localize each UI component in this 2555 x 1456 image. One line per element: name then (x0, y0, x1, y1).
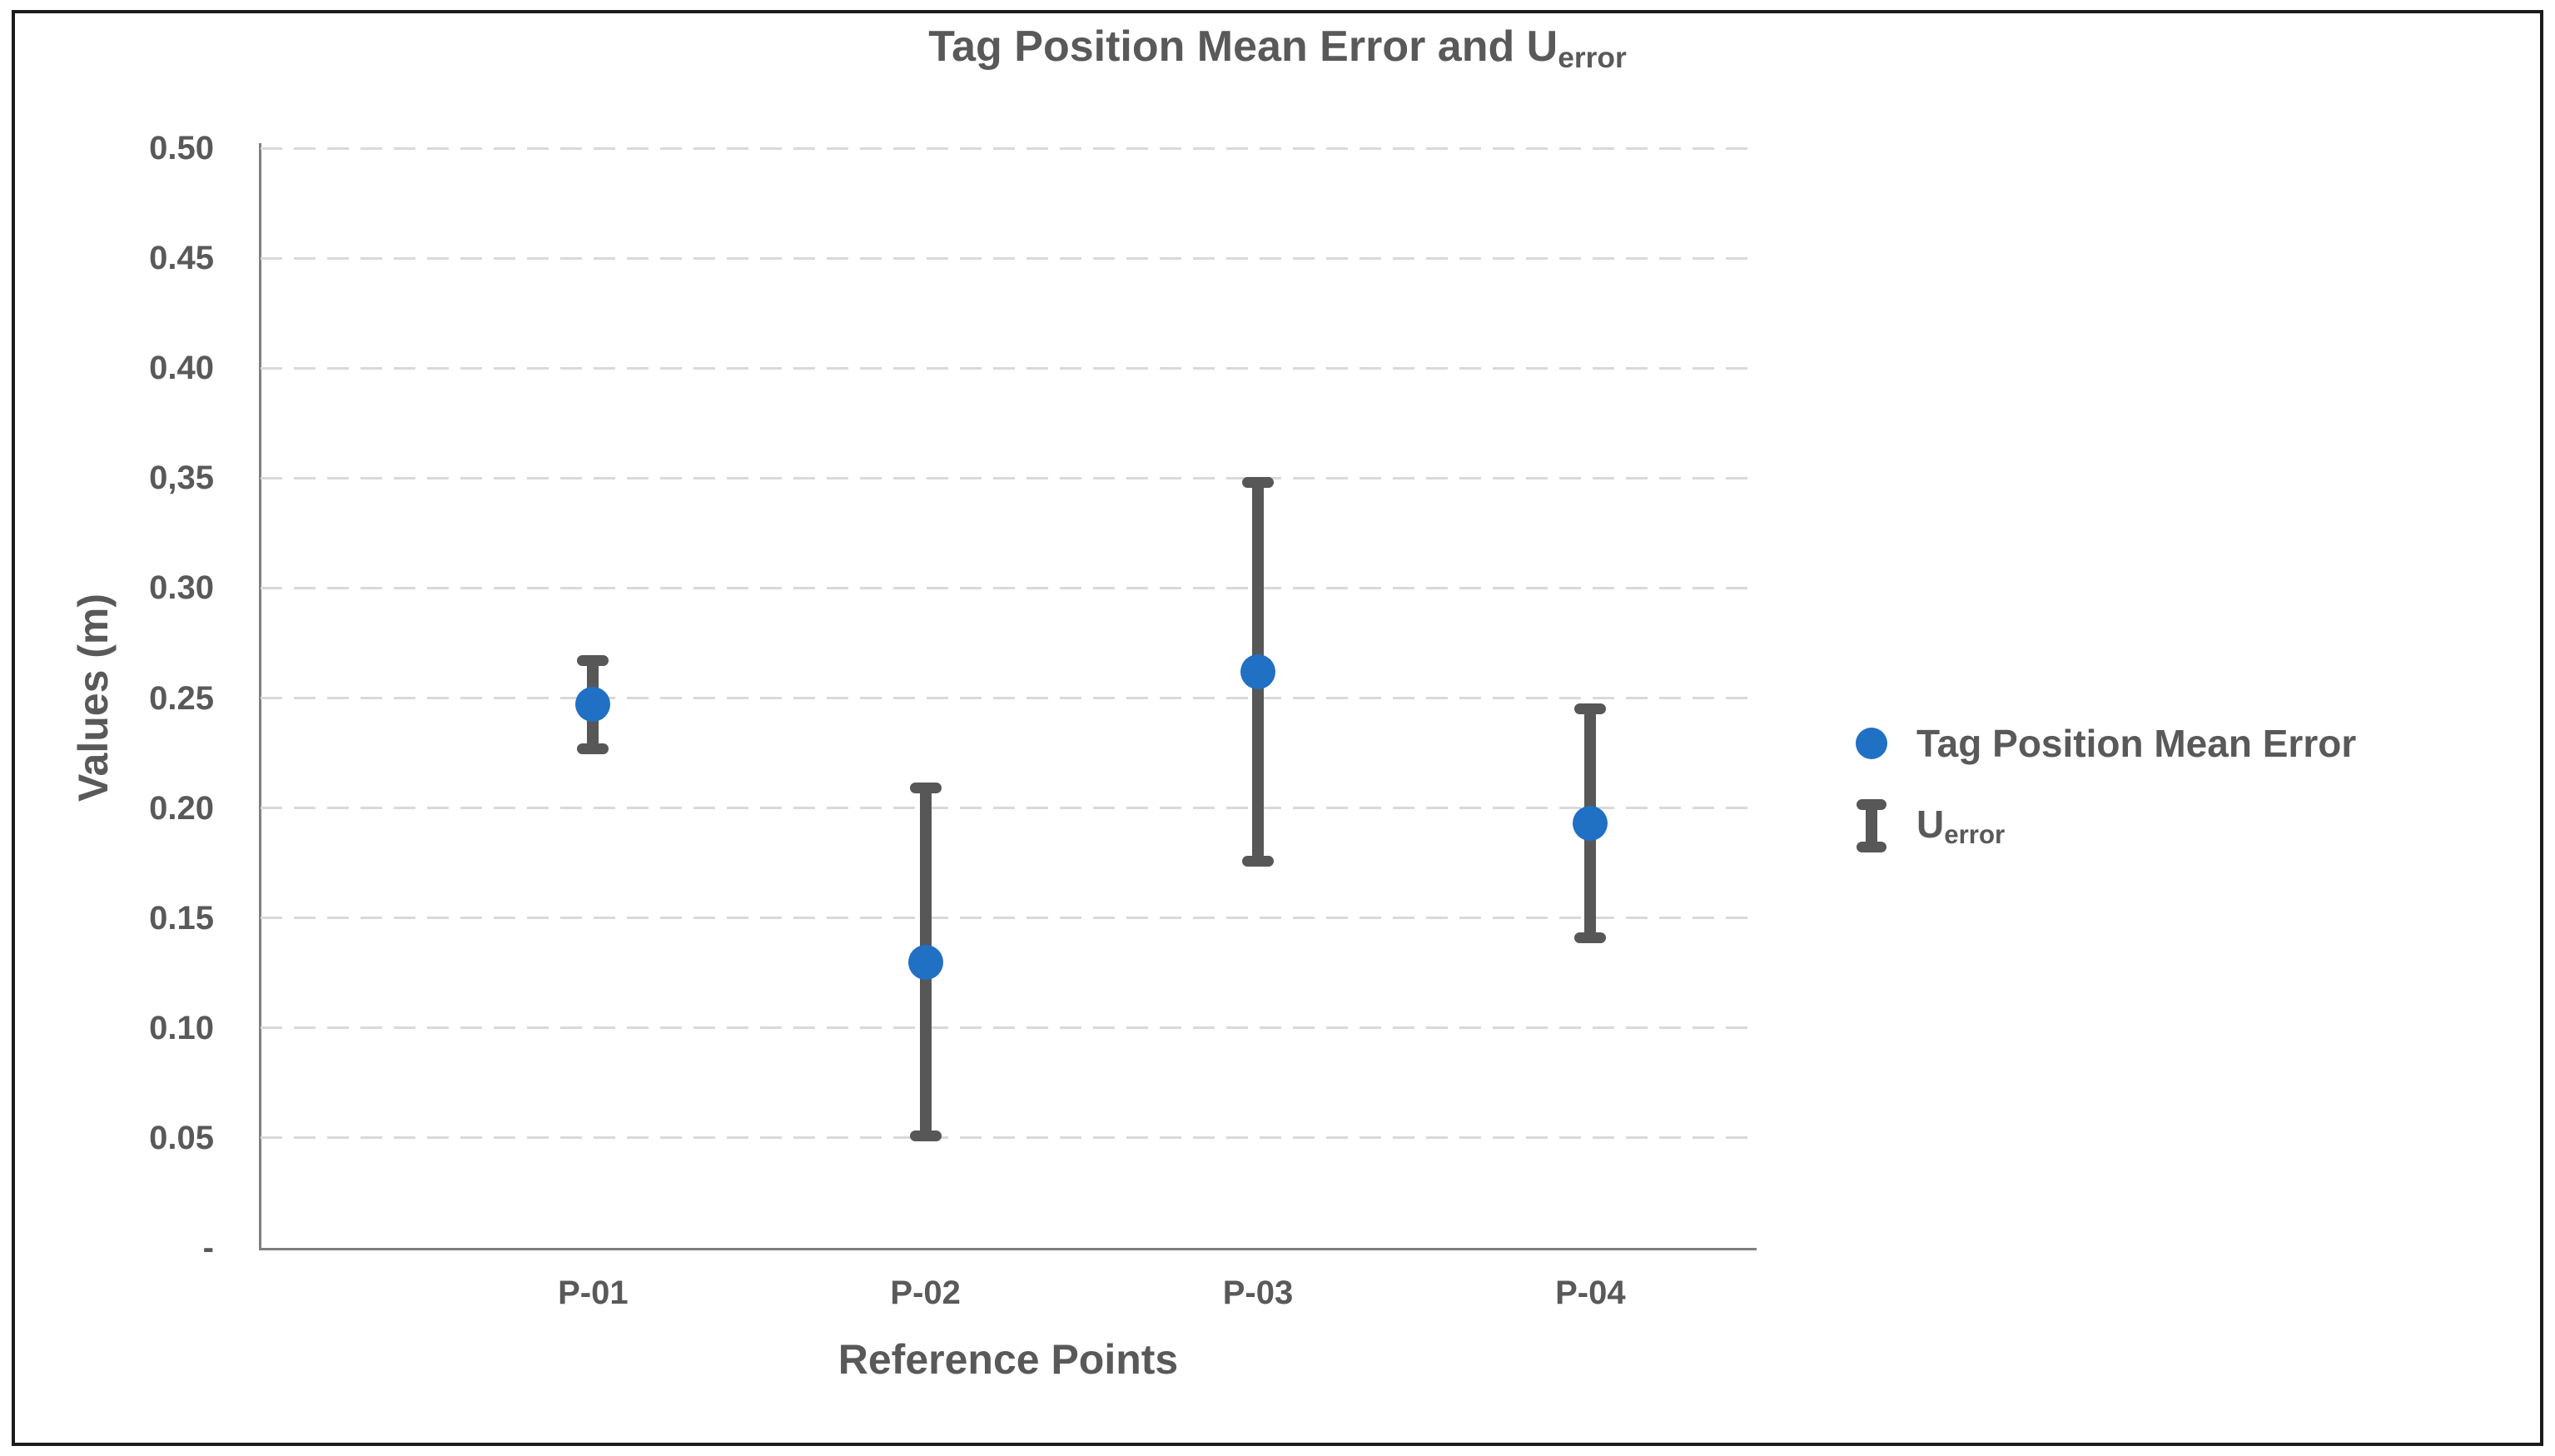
y-tick-label: 0.40 (149, 350, 214, 387)
error-bar-cap-bottom (909, 1130, 942, 1141)
legend-label-mean-error: Tag Position Mean Error (1916, 722, 2357, 765)
chart-title: Tag Position Mean Error and Uerror (928, 22, 1627, 75)
gridline (261, 366, 1757, 370)
gridline (261, 1026, 1757, 1030)
x-tick-label: P-04 (1555, 1275, 1626, 1311)
error-bar-cap-top (577, 655, 609, 667)
y-tick-label: 0.30 (149, 569, 214, 607)
error-bar-cap-top (909, 783, 942, 794)
legend-item-uerror: Uerror (1853, 799, 2356, 852)
data-point (1573, 806, 1608, 842)
gridline (261, 917, 1757, 920)
error-bar-cap-bottom (577, 743, 609, 754)
gridline (261, 1136, 1757, 1140)
y-axis-line (259, 143, 261, 1250)
legend: Tag Position Mean Error Uerror (1853, 721, 2356, 852)
gridline (261, 697, 1757, 699)
y-tick-label: 0.05 (149, 1119, 214, 1156)
chart-title-main: Tag Position Mean Error and U (928, 22, 1558, 71)
y-tick-label: 0.20 (149, 789, 214, 827)
y-tick-label: 0,35 (149, 460, 214, 497)
x-axis-title: Reference Points (838, 1336, 1179, 1383)
point-marker-icon (1856, 728, 1887, 759)
data-point (907, 944, 943, 980)
y-tick-label: 0.15 (149, 899, 214, 937)
error-bar-cap-bottom (1242, 855, 1274, 867)
figure-border (12, 10, 2543, 1446)
error-bar-cap-bottom (1574, 932, 1607, 943)
x-tick-label: P-03 (1222, 1275, 1294, 1311)
data-point (1240, 653, 1275, 689)
x-axis-line (259, 1248, 1757, 1250)
y-tick-label: 0.45 (149, 240, 214, 277)
chart-title-subscript: error (1558, 41, 1627, 74)
data-point (575, 687, 611, 723)
x-tick-label: P-02 (890, 1275, 961, 1311)
gridline (261, 807, 1757, 810)
plot-area (261, 147, 1757, 1248)
legend-marker-cell (1853, 799, 1890, 852)
y-tick-label: 0.50 (149, 130, 214, 166)
legend-item-mean-error: Tag Position Mean Error (1853, 721, 2356, 766)
y-tick-label: 0.10 (149, 1009, 214, 1046)
error-bar-cap-top (1242, 477, 1274, 489)
gridline (261, 256, 1757, 260)
error-bar-marker-icon (1857, 799, 1886, 852)
legend-marker-cell (1853, 728, 1890, 759)
gridline (261, 586, 1757, 589)
x-tick-label: P-01 (558, 1275, 629, 1311)
legend-label-uerror: Uerror (1916, 803, 2006, 849)
y-tick-label: 0.25 (149, 679, 214, 717)
y-tick-label: - (202, 1230, 214, 1266)
gridline (261, 147, 1757, 150)
gridline (261, 476, 1757, 480)
error-bar-cap-top (1574, 703, 1607, 715)
